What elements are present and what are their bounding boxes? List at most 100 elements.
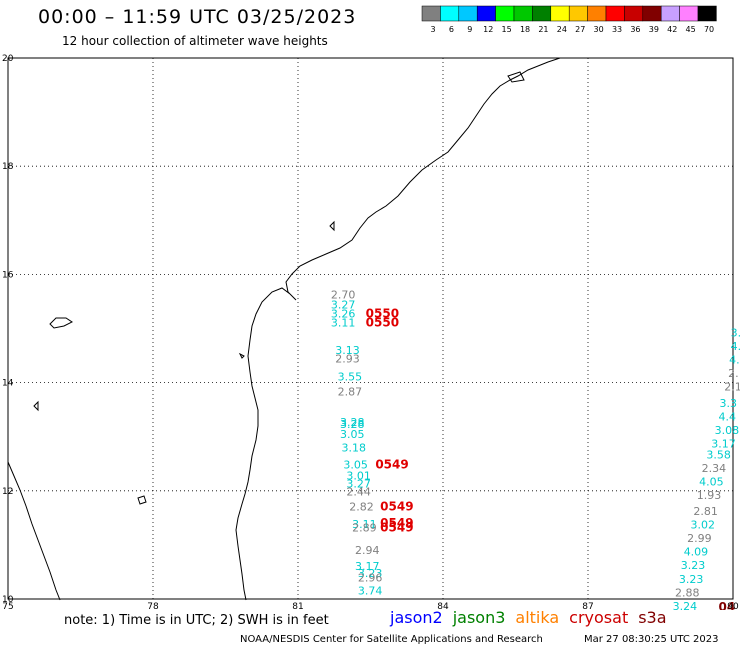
credit-line: NOAA/NESDIS Center for Satellite Applica… [240, 634, 543, 645]
altimeter-map: 2.703.273.263.113.132.933.552.873.283.28… [2, 54, 740, 610]
satellite-legend-cryosat: cryosat [569, 608, 629, 627]
wave-height-value: 2.82 [349, 500, 374, 513]
pass-time-label: 0550 [366, 307, 399, 321]
wave-height-value: 3.05 [340, 428, 365, 441]
wave-height-value: 4. [731, 340, 740, 353]
wave-height-value: 2.70 [331, 289, 356, 302]
longitude-tick-label: 78 [147, 602, 159, 610]
latitude-tick-label: 20 [2, 54, 14, 64]
wave-height-value: 3.13 [335, 344, 360, 357]
pass-time-label: 0549 [380, 516, 413, 530]
wave-height-value: 3.28 [340, 416, 365, 429]
wave-height-value: 3.05 [343, 459, 368, 472]
wave-height-value: 3.26 [331, 308, 356, 321]
pass-time-label: 0549 [380, 499, 413, 513]
wave-height-value: 2. [728, 367, 739, 380]
wave-height-value: 3.11 [352, 518, 377, 531]
longitude-tick-label: 90 [727, 602, 739, 610]
colorbar-label: 30 [594, 25, 604, 34]
island-outline [507, 71, 525, 83]
wave-height-value: 1.93 [697, 489, 722, 502]
longitude-tick-label: 81 [292, 602, 303, 610]
pass-time-label: 0549 [380, 520, 413, 534]
wave-height-value: 3.08 [715, 424, 740, 437]
wave-height-value: 2.96 [358, 572, 383, 585]
colorbar-label: 12 [483, 25, 493, 34]
wave-height-value: 2.89 [352, 521, 377, 534]
wave-height-value: 3.3 [719, 397, 737, 410]
colorbar-label: 24 [557, 25, 567, 34]
south-coastline-left [7, 461, 61, 601]
satellite-legend-s3a: s3a [638, 608, 667, 627]
wave-height-value: 3.23 [358, 567, 383, 580]
wave-height-value: 3.74 [358, 585, 383, 598]
lat-lon-grid [7, 57, 734, 600]
wave-height-value: 2.60 [364, 608, 389, 610]
map-title: 00:00 – 11:59 UTC 03/25/2023 [38, 6, 357, 28]
colorbar-label: 39 [649, 25, 659, 34]
wave-height-value: 4.05 [699, 475, 724, 488]
wave-height-value: 3.55 [338, 370, 363, 383]
pass-time-label: 0550 [366, 315, 399, 329]
satellite-legend-jason2: jason2 [390, 608, 443, 627]
latitude-tick-label: 10 [2, 595, 14, 605]
map-subtitle: 12 hour collection of altimeter wave hei… [62, 34, 328, 48]
wave-height-value: 3.02 [690, 519, 715, 532]
wave-height-value: 4. [729, 354, 740, 367]
island-outline [238, 352, 245, 359]
colorbar-label: 27 [575, 25, 585, 34]
colorbar-label: 9 [467, 25, 472, 34]
coastline [7, 57, 561, 601]
colorbar-label: 3 [430, 25, 435, 34]
wave-height-value: 2.99 [687, 532, 712, 545]
wave-height-value: 4.09 [684, 546, 709, 559]
wave-height-value: 2.44 [346, 486, 371, 499]
colorbar-label: 45 [686, 25, 696, 34]
wave-height-value: 3. [731, 327, 740, 340]
satellite-legend-jason3: jason3 [452, 608, 506, 627]
wave-height-value: 2.34 [702, 462, 727, 475]
latitude-tick-label: 18 [2, 162, 14, 172]
wave-height-value: 3.27 [346, 478, 371, 491]
colorbar-label: 36 [630, 25, 640, 34]
wave-height-value: 2.1 [724, 381, 740, 394]
pass-time-labels: 05500550054905490549054905480548054804 [366, 307, 736, 610]
wave-height-value: 2.94 [355, 544, 380, 557]
wave-height-labels: 2.703.273.263.113.132.933.552.873.283.28… [331, 289, 740, 610]
colorbar-label: 70 [704, 25, 714, 34]
wave-height-value: 3.58 [706, 448, 731, 461]
colorbar-swatch [697, 5, 717, 22]
colorbar-label: 18 [520, 25, 530, 34]
island-outline [33, 400, 39, 412]
map-frame [7, 57, 734, 600]
axis-tick-labels: 75 78 81 84 87 90 20 18 16 14 12 10 [2, 54, 739, 610]
colorbar-label: 21 [538, 25, 548, 34]
pass-time-label: 0549 [375, 458, 408, 472]
wave-height-value: 2.81 [693, 505, 718, 518]
wave-height-value: 3.23 [681, 559, 706, 572]
wave-height-value: 3.28 [340, 418, 365, 431]
longitude-tick-label: 84 [437, 602, 449, 610]
latitude-tick-label: 16 [2, 270, 14, 280]
wave-height-value: 3.24 [673, 600, 698, 610]
island-outline [137, 495, 147, 505]
wave-height-value: 2.88 [675, 586, 700, 599]
colorbar-label: 15 [502, 25, 512, 34]
longitude-tick-label: 75 [2, 602, 13, 610]
footer-note: note: 1) Time is in UTC; 2) SWH is in fe… [64, 613, 329, 628]
wave-height-value: 3.17 [355, 560, 380, 573]
wave-height-value: 3.18 [342, 441, 367, 454]
colorbar-label: 33 [612, 25, 622, 34]
pass-time-label: 04 [719, 600, 736, 610]
generation-timestamp: Mar 27 08:30:25 UTC 2023 [584, 634, 719, 645]
wave-height-value: 2.87 [338, 386, 363, 399]
longitude-tick-label: 87 [582, 602, 593, 610]
wave-height-value: 4.4 [719, 410, 737, 423]
island-outline [329, 220, 335, 232]
colorbar-label: 6 [449, 25, 454, 34]
wave-height-value: 2.93 [335, 353, 360, 366]
wave-height-value: 3.17 [711, 438, 736, 451]
wave-height-value: 3.11 [331, 316, 356, 329]
satellite-legend: jason2 jason3 altika cryosat s3a [390, 608, 677, 627]
